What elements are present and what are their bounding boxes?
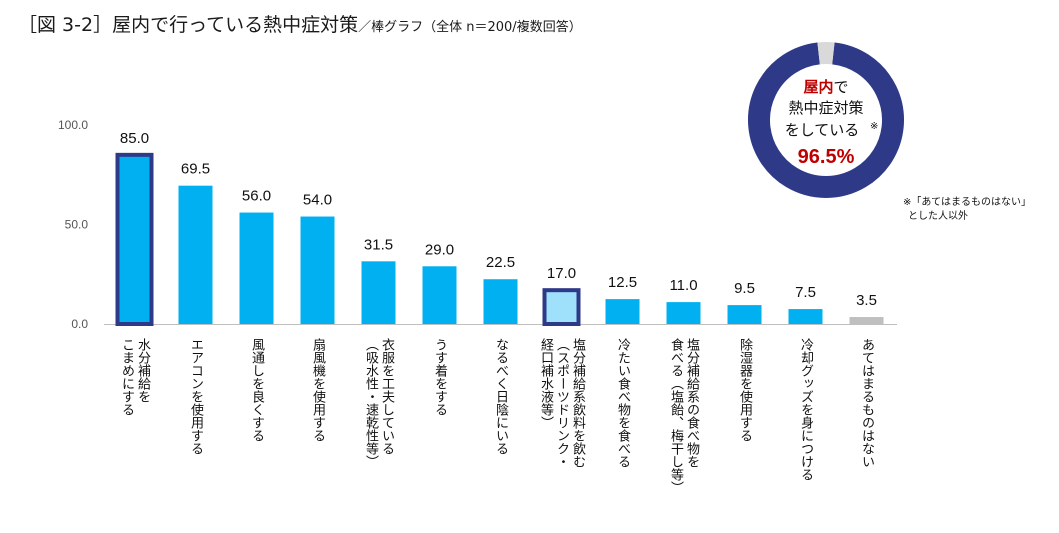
donut-percent-label: 96.5% [798,146,855,168]
category-label-line: 塩分補給系飲料を飲む [570,338,586,468]
bar [178,185,213,324]
donut-segment-yes [748,42,904,198]
bar-value-label: 17.0 [547,265,576,282]
donut-label-line2: 熱中症対策 [788,99,863,117]
bar-value-label: 22.5 [486,254,515,271]
category-label: 扇風機を使用する [310,337,326,442]
category-label-line: 衣服を工夫している [379,337,395,455]
category-label-line: （スポーツドリンク・ [554,338,570,468]
category-label: なるべく日陰にいる [493,338,509,455]
bar [239,212,274,324]
bar [483,279,518,324]
category-label: 衣服を工夫している（吸水性・速乾性等） [363,337,395,468]
category-label: 風通しを良くする [249,338,265,442]
donut-label-line1: 屋内で [803,78,848,96]
category-label-line: エアコンを使用する [188,338,204,455]
category-label-line: 経口補水液等） [538,338,554,429]
bar [300,216,335,324]
bar [666,302,701,324]
category-label-line: 水分補給を [135,338,151,403]
category-label-line: 食べる（塩飴、梅干し等） [668,337,684,494]
bar-value-label: 69.5 [181,161,210,178]
category-label: 冷たい食べ物を食べる [615,338,631,468]
category-label-line: 塩分補給系の食べ物を [684,338,700,468]
donut-footnote-line2: とした人以外 [908,210,968,222]
bar [422,266,457,324]
bar [727,305,762,324]
bar [542,288,581,327]
category-label-line: うす着をする [432,338,448,416]
bar-value-label: 85.0 [120,130,149,147]
y-tick-label: 100.0 [58,118,88,132]
bar-value-label: 3.5 [856,292,877,309]
bar-value-label: 9.5 [734,280,755,297]
bar [849,317,884,324]
bar-value-label: 54.0 [303,192,332,209]
category-label: エアコンを使用する [188,338,204,455]
category-label-line: 除湿器を使用する [737,338,753,442]
chart-title-main: ［図 3-2］屋内で行っている熱中症対策 [18,14,359,36]
y-tick-label: 0.0 [71,317,88,331]
category-label-line: （吸水性・速乾性等） [363,338,379,468]
category-label-line: こまめにする [119,338,134,416]
chart-title-sub: ／棒グラフ（全体 n＝200/複数回答） [358,20,582,35]
bar [115,152,154,326]
category-label-line: あてはまるものはない [859,338,874,468]
bar-value-label: 56.0 [242,188,271,205]
category-label: 除湿器を使用する [737,338,753,442]
category-label: うす着をする [432,338,448,416]
category-label-line: 風通しを良くする [249,338,265,442]
category-label-line: 冷却グッズを身につける [798,338,814,481]
y-tick-label: 50.0 [65,218,89,232]
category-label-line: 冷たい食べ物を食べる [615,338,631,468]
bar-value-label: 12.5 [608,274,637,291]
bar [605,299,640,324]
donut-label-line3: をしている [785,121,860,139]
category-label: 塩分補給系飲料を飲む（スポーツドリンク・経口補水液等） [538,338,586,468]
bar-value-label: 31.5 [364,236,393,253]
category-label: あてはまるものはない [859,338,874,468]
donut-note-mark: ※ [870,121,878,132]
category-label-line: 扇風機を使用する [310,337,326,442]
bar-value-label: 7.5 [795,284,816,301]
bar-value-label: 29.0 [425,241,454,258]
chart-title: ［図 3-2］屋内で行っている熱中症対策／棒グラフ（全体 n＝200/複数回答） [18,10,582,37]
donut-footnote-line1: ※「あてはまるものはない」 [903,196,1031,208]
bar [361,261,396,324]
category-label: 冷却グッズを身につける [798,338,814,481]
bar-value-label: 11.0 [669,277,697,294]
bar [788,309,823,324]
category-label-line: なるべく日陰にいる [493,338,509,455]
